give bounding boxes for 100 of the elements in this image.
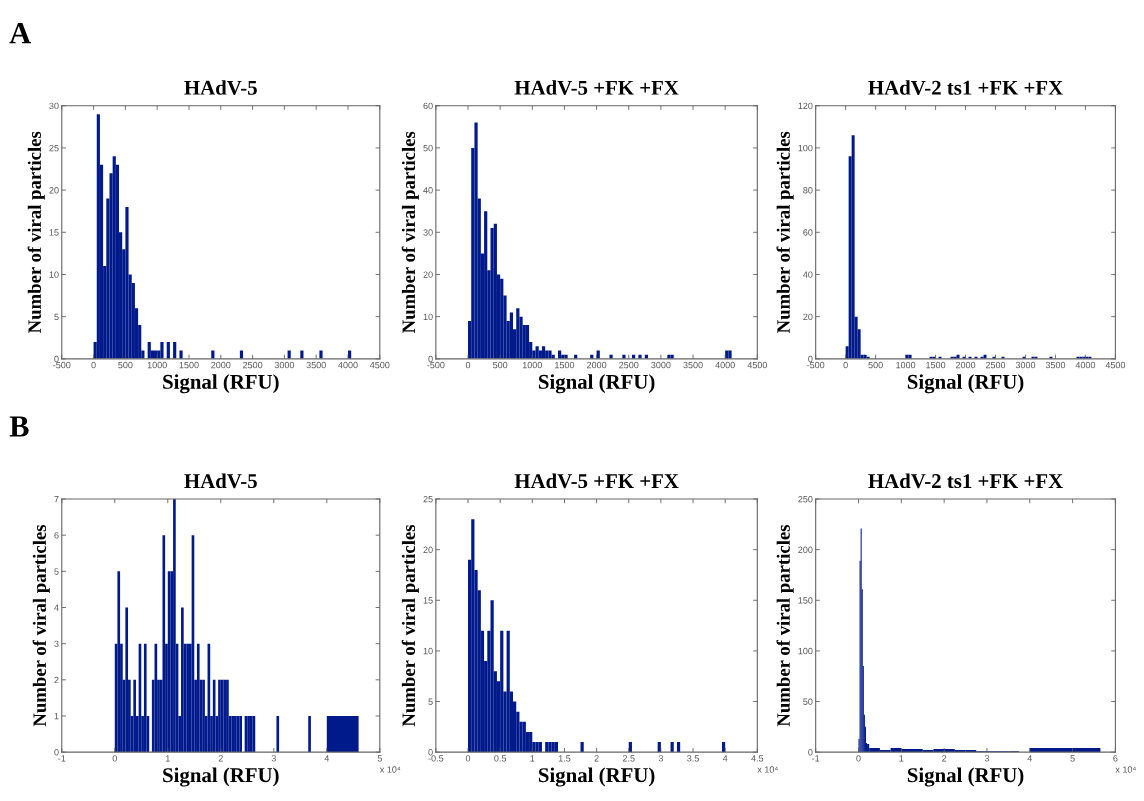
y-tick-label: 0 — [54, 749, 59, 756]
x-tick-label: 3000 — [274, 361, 295, 369]
y-tick-label: 60 — [803, 229, 813, 236]
x-tick-label: 2500 — [243, 361, 263, 369]
x-tick-label: 0 — [856, 755, 861, 762]
x-tick-label: 2.5 — [622, 755, 635, 762]
x-tick-label: 4000 — [715, 361, 735, 369]
x-tick-label: -500 — [427, 361, 445, 369]
y-tick-label: 1 — [54, 713, 59, 720]
x-tick-label: 5 — [1070, 755, 1075, 762]
y-tick-label: 50 — [803, 698, 813, 705]
x-tick-label: 6 — [1113, 755, 1118, 762]
text: A — [9, 22, 31, 44]
y-tick-label: 100 — [798, 144, 813, 152]
y-tick-label: 0 — [808, 355, 813, 363]
chart-title: HAdV-5 — [184, 80, 257, 95]
y-tick-label: 20 — [423, 546, 433, 554]
x-tick-label: 0 — [465, 361, 471, 369]
y-tick-label: 10 — [423, 647, 433, 655]
y-tick-label: 30 — [49, 102, 59, 110]
y-tick-label: 100 — [798, 647, 813, 655]
x-tick-label: 4000 — [1075, 361, 1096, 369]
y-axis-title: Number of viral particles — [32, 524, 50, 727]
x-axis-title: Signal (RFU) — [907, 374, 1024, 394]
y-axis-title: Number of viral particles — [27, 131, 45, 334]
y-axis-title: Number of viral particles — [776, 131, 794, 334]
x-tick-label: 2 — [218, 755, 223, 762]
y-tick-label: 7 — [54, 496, 59, 503]
y-tick-label: 0 — [428, 749, 433, 756]
x-tick-label: 1500 — [926, 361, 946, 369]
x-tick-label: 3000 — [1015, 361, 1036, 369]
x-tick-label: 1 — [530, 755, 535, 762]
x-tick-label: 3 — [271, 755, 276, 762]
y-tick-label: 50 — [423, 144, 433, 152]
x-tick-label: 1.5 — [558, 755, 571, 762]
chart-title: HAdV-2 ts1 +FK +FX — [868, 80, 1063, 95]
y-tick-label: 3 — [54, 640, 59, 648]
x-axis-title: Signal (RFU) — [163, 767, 279, 787]
chart-title: HAdV-2 ts1 +FK +FX — [868, 473, 1063, 489]
y-tick-label: 20 — [803, 313, 813, 321]
x-tick-label: 3.5 — [687, 755, 699, 762]
x-tick-label: 1000 — [896, 361, 916, 369]
x-tick-label: 1000 — [147, 361, 167, 369]
x-tick-label: 3 — [658, 755, 663, 762]
x-tick-label: 2000 — [587, 361, 607, 369]
y-tick-label: 15 — [423, 597, 433, 604]
y-axis-title: Number of viral particles — [401, 524, 419, 727]
x-tick-label: 1 — [899, 755, 904, 762]
x-tick-label: 4 — [722, 755, 728, 762]
x-tick-label: 0 — [465, 755, 471, 762]
x-tick-label: -500 — [807, 361, 825, 369]
x-tick-label: 2000 — [211, 361, 231, 369]
x-tick-label: 2 — [594, 755, 599, 762]
x-tick-label: 0 — [112, 755, 117, 762]
y-tick-label: 25 — [49, 144, 59, 152]
x-axis-title: Signal (RFU) — [538, 374, 655, 394]
x-tick-label: 1500 — [179, 361, 199, 369]
y-tick-label: 30 — [423, 229, 433, 236]
x-axis-title: Signal (RFU) — [907, 767, 1024, 787]
x-tick-label: 2500 — [985, 361, 1006, 369]
x-tick-label: 500 — [118, 361, 133, 369]
y-tick-label: 0 — [428, 355, 433, 363]
y-tick-label: 120 — [798, 102, 813, 110]
y-tick-label: 5 — [54, 313, 59, 321]
x-tick-label: 1500 — [555, 361, 575, 369]
x-tick-label: 3000 — [651, 361, 671, 369]
y-tick-label: 5 — [428, 698, 433, 705]
y-tick-label: 2 — [54, 676, 59, 684]
x-axis-title: Signal (RFU) — [538, 767, 655, 787]
y-tick-label: 10 — [423, 313, 433, 321]
x-tick-label: 5 — [377, 755, 382, 762]
x-tick-label: 4 — [1027, 755, 1033, 762]
x-tick-label: 2500 — [619, 361, 639, 369]
y-tick-label: 10 — [49, 271, 59, 278]
x-tick-label: 3500 — [306, 361, 326, 369]
x-tick-label: 1 — [165, 755, 170, 762]
y-tick-label: 6 — [54, 532, 59, 539]
y-tick-label: 5 — [54, 568, 59, 575]
x-tick-label: 3500 — [1045, 361, 1066, 369]
y-tick-label: 200 — [798, 546, 813, 554]
x-tick-label: 0.5 — [494, 755, 507, 762]
x-tick-label: 4000 — [338, 361, 358, 369]
x-tick-label: 0 — [91, 361, 96, 369]
y-tick-label: 15 — [49, 229, 59, 236]
x-tick-label: 2000 — [955, 361, 976, 369]
x-tick-label: 4.5 — [751, 755, 764, 762]
y-tick-label: 20 — [49, 187, 59, 194]
y-tick-label: 4 — [54, 604, 59, 611]
y-tick-label: 40 — [423, 187, 433, 194]
y-tick-label: 25 — [423, 495, 433, 503]
y-tick-label: 20 — [423, 271, 433, 278]
x-tick-label: -1 — [58, 755, 66, 762]
x-tick-label: 2 — [942, 755, 947, 762]
text: x 10⁴ — [1115, 766, 1136, 773]
x-tick-label: 500 — [868, 361, 883, 369]
x-tick-label: 500 — [492, 361, 508, 369]
text: x 10⁴ — [757, 766, 778, 773]
y-tick-label: 80 — [803, 187, 813, 194]
x-tick-label: -0.5 — [428, 755, 444, 762]
y-tick-label: 150 — [798, 597, 813, 604]
